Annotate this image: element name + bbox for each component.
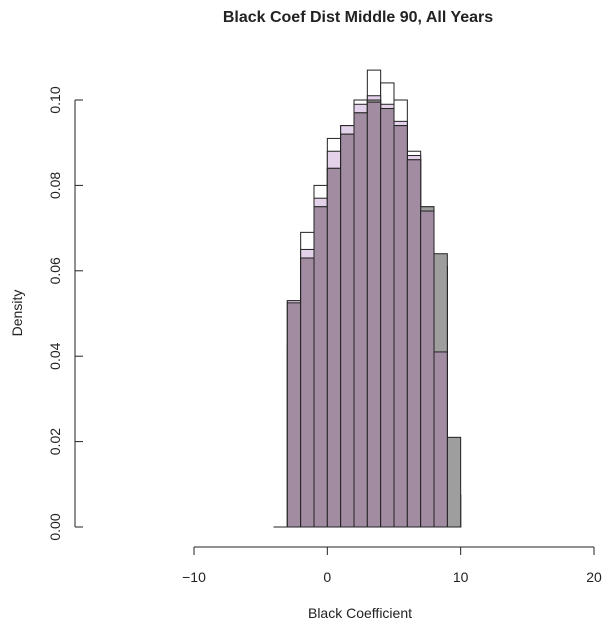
x-tick-label: 20 xyxy=(586,569,602,585)
x-tick-label: −10 xyxy=(182,569,206,585)
y-tick-label: 0.06 xyxy=(47,257,63,284)
histogram-bar xyxy=(300,257,315,528)
y-axis-label: Density xyxy=(9,290,25,337)
histogram-bar xyxy=(353,112,368,528)
x-axis-ticks: −10 0 10 20 xyxy=(182,547,602,585)
chart-title: Black Coef Dist Middle 90, All Years xyxy=(223,9,493,26)
x-tick-label: 10 xyxy=(453,569,469,585)
histogram-bars xyxy=(273,69,462,528)
y-axis-ticks: 0.00 0.02 0.04 0.06 0.08 0.10 xyxy=(47,86,83,541)
histogram-bar xyxy=(366,101,382,528)
x-tick-label: 0 xyxy=(323,569,331,585)
histogram-bar xyxy=(286,302,302,528)
histogram-series-3 xyxy=(273,101,462,528)
histogram-bar xyxy=(326,167,342,528)
y-tick-label: 0.10 xyxy=(47,86,63,113)
histogram-bar xyxy=(406,159,422,528)
y-tick-label: 0.02 xyxy=(47,428,63,455)
histogram-bar xyxy=(393,125,408,528)
histogram-bar xyxy=(340,133,355,528)
x-axis-label: Black Coefficient xyxy=(308,605,412,621)
y-tick-label: 0.00 xyxy=(47,513,63,540)
y-tick-label: 0.08 xyxy=(47,172,63,199)
histogram-bar xyxy=(420,210,435,528)
histogram-bar xyxy=(446,436,462,528)
histogram-bar xyxy=(313,206,328,528)
y-tick-label: 0.04 xyxy=(47,342,63,369)
histogram-bar xyxy=(380,108,395,528)
histogram-bar xyxy=(433,351,448,528)
